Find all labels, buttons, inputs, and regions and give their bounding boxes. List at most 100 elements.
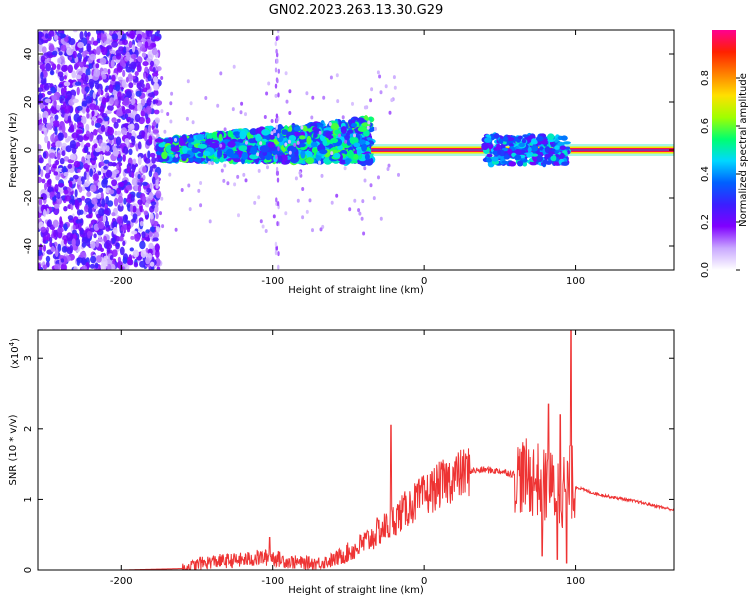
- heatmap-cell: [117, 76, 123, 81]
- heatmap-cell: [361, 143, 368, 152]
- snr-y-scale-label: (x104): [8, 338, 21, 369]
- heatmap-cell: [160, 196, 164, 201]
- heatmap-cell: [111, 40, 118, 48]
- heatmap-cell: [52, 63, 57, 70]
- heatmap-cell: [81, 105, 86, 114]
- heatmap-cell: [236, 174, 240, 179]
- heatmap-cell: [151, 47, 158, 56]
- heatmap-cell: [151, 72, 159, 77]
- heatmap-cell: [223, 163, 227, 168]
- heatmap-cell: [362, 231, 366, 236]
- heatmap-cell: [67, 64, 74, 74]
- heatmap-cell: [153, 76, 158, 83]
- heatmap-cell: [95, 193, 102, 199]
- heatmap-cell: [142, 87, 148, 93]
- heatmap-cell: [75, 237, 81, 247]
- heatmap-cell: [276, 155, 283, 163]
- heatmap-cell: [127, 123, 135, 130]
- heatmap-cell: [143, 72, 147, 79]
- heatmap-cell: [158, 143, 166, 148]
- heatmap-cell: [81, 50, 87, 58]
- heatmap-cell: [103, 235, 107, 243]
- heatmap-cell: [232, 64, 236, 69]
- heatmap-cell: [132, 158, 137, 165]
- heatmap-cell: [38, 157, 44, 164]
- heatmap-cell: [274, 250, 278, 256]
- heatmap-cell: [238, 138, 244, 144]
- heatmap-cell: [88, 206, 93, 215]
- heatmap-cell: [38, 144, 42, 151]
- heatmap-cell: [55, 174, 60, 181]
- heatmap-cell: [275, 124, 278, 130]
- heatmap-cell: [145, 257, 151, 265]
- heatmap-cell: [238, 145, 248, 152]
- heatmap-cell: [51, 50, 58, 56]
- heatmap-cell: [47, 140, 51, 150]
- heatmap-cell: [152, 129, 159, 134]
- heatmap-cell: [344, 139, 348, 144]
- heatmap-cell: [358, 139, 366, 145]
- heatmap-cell: [132, 249, 139, 258]
- heatmap-cell: [121, 79, 127, 88]
- heatmap-cell: [129, 204, 133, 213]
- heatmap-cell: [156, 30, 160, 34]
- heatmap-cell: [122, 69, 126, 78]
- heatmap-cell: [130, 235, 135, 240]
- colorbar-tick-label: 0.2: [700, 214, 711, 230]
- heatmap-cell: [78, 70, 83, 76]
- heatmap-cell: [376, 70, 380, 75]
- heatmap-cell: [153, 82, 159, 91]
- heatmap-cell: [340, 126, 347, 134]
- heatmap-cell: [166, 112, 170, 116]
- heatmap-cell: [74, 189, 78, 198]
- heatmap-cell: [50, 86, 57, 94]
- heatmap-cell: [491, 156, 499, 162]
- heatmap-cell: [259, 141, 263, 146]
- heatmap-cell: [128, 40, 133, 49]
- heatmap-cell: [93, 143, 98, 149]
- heatmap-cell: [87, 31, 91, 37]
- heatmap-cell: [185, 116, 189, 121]
- heatmap-cell: [527, 146, 532, 153]
- heatmap-cell: [89, 184, 97, 193]
- heatmap-cell: [67, 118, 72, 123]
- heatmap-cell: [96, 117, 103, 124]
- heatmap-cell: [261, 129, 270, 136]
- heatmap-cell: [66, 232, 73, 242]
- heatmap-cell: [43, 83, 50, 91]
- heatmap-cell: [150, 60, 154, 67]
- heatmap-cell: [64, 98, 69, 104]
- heatmap-cell: [47, 124, 53, 130]
- heatmap-cell: [129, 247, 134, 252]
- heatmap-cell: [137, 184, 142, 193]
- heatmap-cell: [372, 196, 376, 201]
- heatmap-cell: [231, 107, 235, 112]
- heatmap-cell: [38, 263, 41, 270]
- heatmap-cell: [161, 224, 165, 229]
- heatmap-cell: [353, 198, 357, 203]
- heatmap-cell: [111, 117, 117, 123]
- x-tick-label: 100: [566, 576, 585, 587]
- heatmap-cell: [329, 75, 333, 80]
- heatmap-cell: [152, 67, 156, 73]
- heatmap-cell: [135, 90, 142, 97]
- heatmap-cell: [209, 142, 220, 149]
- heatmap-cell: [130, 53, 137, 60]
- snr-ticks: -200 -100 0 100 0 1 2 3: [23, 330, 674, 587]
- heatmap-cell: [350, 122, 357, 128]
- heatmap-cell: [155, 190, 162, 199]
- heatmap-cell: [126, 256, 133, 266]
- heatmap-cell: [105, 239, 111, 247]
- heatmap-cell: [92, 173, 100, 182]
- heatmap-cell: [77, 42, 84, 49]
- heatmap-cell: [61, 124, 66, 134]
- heatmap-cell: [61, 150, 66, 157]
- heatmap-cell: [148, 162, 153, 167]
- heatmap-cell: [311, 147, 318, 154]
- heatmap-cell: [73, 266, 78, 270]
- snr-frame: [37, 329, 675, 571]
- heatmap-cell: [118, 235, 124, 242]
- heatmap-cell: [63, 206, 68, 212]
